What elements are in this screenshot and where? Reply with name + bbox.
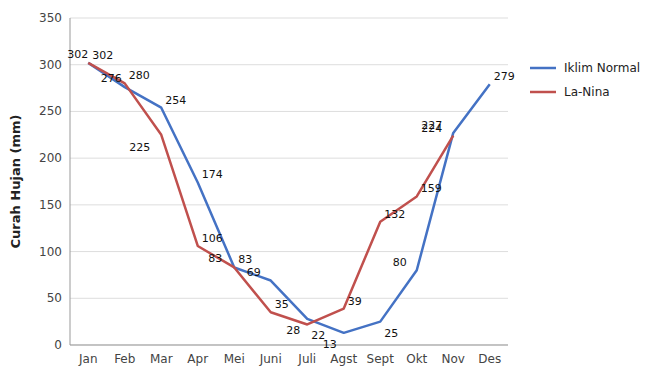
grid-line bbox=[70, 345, 508, 346]
data-label: 39 bbox=[348, 295, 362, 308]
data-label: 83 bbox=[238, 253, 252, 266]
chart: 0 50 100 150 200 250 300 350 Jan Feb Mar Apr Mei Juni… bbox=[0, 0, 648, 381]
x-tick-label: Mei bbox=[224, 352, 245, 366]
x-axis bbox=[70, 345, 508, 346]
x-tick-label: Nov bbox=[442, 352, 465, 366]
grid-line bbox=[70, 204, 508, 205]
y-tick-label: 50 bbox=[47, 291, 62, 305]
line-series bbox=[88, 63, 490, 333]
y-tick-label: 100 bbox=[39, 245, 62, 259]
data-label: 25 bbox=[384, 327, 398, 340]
data-label: 279 bbox=[494, 70, 515, 83]
legend: Iklim Normal La-Nina bbox=[530, 61, 640, 99]
grid bbox=[70, 18, 508, 345]
data-label: 22 bbox=[311, 329, 325, 342]
y-tick-label: 150 bbox=[39, 198, 62, 212]
data-label: 224 bbox=[421, 122, 442, 135]
x-tick-label: Mar bbox=[150, 352, 173, 366]
data-label: 28 bbox=[286, 324, 300, 337]
line-series bbox=[88, 63, 453, 325]
grid-line bbox=[70, 18, 508, 19]
chart-container: 0 50 100 150 200 250 300 350 Jan Feb Mar Apr Mei Juni… bbox=[0, 0, 648, 381]
y-tick-label: 250 bbox=[39, 104, 62, 118]
grid-line bbox=[70, 64, 508, 65]
data-label: 302 bbox=[67, 48, 88, 61]
data-label: 280 bbox=[129, 69, 150, 82]
x-tick-label: Juni bbox=[259, 352, 282, 366]
data-label: 174 bbox=[202, 168, 223, 181]
legend-swatch bbox=[530, 91, 556, 94]
y-tick-label: 200 bbox=[39, 151, 62, 165]
data-label: 83 bbox=[208, 252, 222, 265]
data-label: 106 bbox=[202, 232, 223, 245]
legend-swatch bbox=[530, 67, 556, 70]
y-tick-label: 300 bbox=[39, 58, 62, 72]
x-tick-label: Agst bbox=[330, 352, 357, 366]
data-label: 132 bbox=[384, 208, 405, 221]
x-tick-label: Apr bbox=[187, 352, 208, 366]
x-tick-label: Sept bbox=[367, 352, 395, 366]
y-axis-label: Curah Hujan (mm) bbox=[8, 115, 23, 249]
grid-line bbox=[70, 158, 508, 159]
x-tick-label: Juli bbox=[297, 352, 316, 366]
lines bbox=[88, 63, 490, 333]
x-tick-label: Des bbox=[478, 352, 501, 366]
data-label: 254 bbox=[165, 94, 186, 107]
data-label: 35 bbox=[275, 298, 289, 311]
data-label: 276 bbox=[101, 72, 122, 85]
grid-line bbox=[70, 251, 508, 252]
legend-label: Iklim Normal bbox=[564, 61, 640, 75]
x-tick-label: Okt bbox=[406, 352, 427, 366]
data-label: 225 bbox=[129, 141, 150, 154]
x-tick-label: Feb bbox=[114, 352, 135, 366]
legend-label: La-Nina bbox=[564, 85, 610, 99]
data-label: 69 bbox=[247, 266, 261, 279]
data-label: 159 bbox=[421, 182, 442, 195]
y-tick-label: 0 bbox=[54, 338, 62, 352]
grid-line bbox=[70, 111, 508, 112]
y-axis bbox=[70, 18, 71, 345]
data-label: 302 bbox=[92, 49, 113, 62]
y-tick-label: 350 bbox=[39, 11, 62, 25]
x-tick-label: Jan bbox=[78, 352, 98, 366]
data-label: 80 bbox=[393, 256, 407, 269]
